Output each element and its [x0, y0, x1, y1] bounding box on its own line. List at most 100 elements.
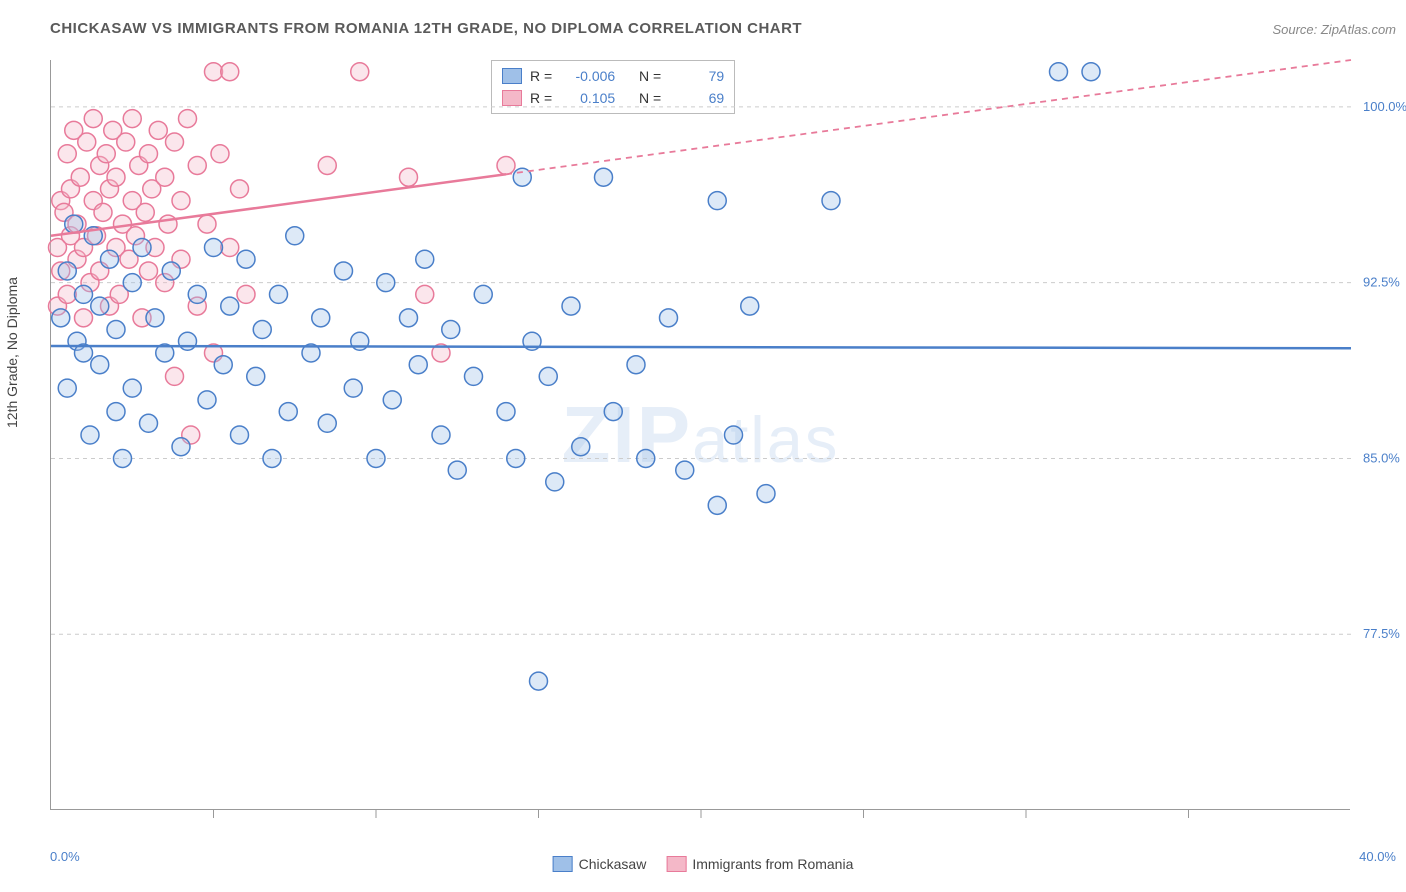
data-point	[107, 403, 125, 421]
data-point	[507, 449, 525, 467]
data-point	[123, 274, 141, 292]
data-point	[156, 168, 174, 186]
data-point	[75, 309, 93, 327]
data-point	[757, 485, 775, 503]
data-point	[237, 285, 255, 303]
data-point	[71, 168, 89, 186]
data-point	[78, 133, 96, 151]
data-point	[263, 449, 281, 467]
data-point	[270, 285, 288, 303]
data-point	[1082, 63, 1100, 81]
data-point	[604, 403, 622, 421]
data-point	[318, 156, 336, 174]
y-tick-label: 77.5%	[1363, 626, 1400, 641]
legend-swatch-romania	[666, 856, 686, 872]
data-point	[253, 321, 271, 339]
data-point	[318, 414, 336, 432]
data-point	[312, 309, 330, 327]
data-point	[166, 367, 184, 385]
data-point	[133, 239, 151, 257]
data-point	[660, 309, 678, 327]
y-axis-label: 12th Grade, No Diploma	[4, 277, 20, 428]
data-point	[58, 145, 76, 163]
data-point	[546, 473, 564, 491]
data-point	[351, 63, 369, 81]
data-point	[335, 262, 353, 280]
data-point	[637, 449, 655, 467]
data-point	[172, 438, 190, 456]
data-point	[627, 356, 645, 374]
data-point	[221, 239, 239, 257]
data-point	[162, 262, 180, 280]
data-point	[416, 285, 434, 303]
data-point	[179, 332, 197, 350]
data-point	[416, 250, 434, 268]
data-point	[107, 168, 125, 186]
data-point	[708, 496, 726, 514]
data-point	[237, 250, 255, 268]
data-point	[107, 321, 125, 339]
data-point	[211, 145, 229, 163]
data-point	[822, 192, 840, 210]
data-point	[65, 215, 83, 233]
data-point	[58, 262, 76, 280]
data-point	[140, 262, 158, 280]
data-point	[497, 403, 515, 421]
data-point	[214, 356, 232, 374]
data-point	[231, 426, 249, 444]
data-point	[84, 110, 102, 128]
data-point	[725, 426, 743, 444]
data-point	[188, 285, 206, 303]
data-point	[101, 250, 119, 268]
y-tick-label: 92.5%	[1363, 275, 1400, 290]
data-point	[123, 110, 141, 128]
legend-item-romania: Immigrants from Romania	[666, 856, 853, 872]
source-attribution: Source: ZipAtlas.com	[1272, 22, 1396, 37]
data-point	[400, 168, 418, 186]
data-point	[286, 227, 304, 245]
data-point	[474, 285, 492, 303]
data-point	[140, 414, 158, 432]
data-point	[562, 297, 580, 315]
data-point	[117, 133, 135, 151]
data-point	[231, 180, 249, 198]
data-point	[146, 309, 164, 327]
y-tick-label: 100.0%	[1363, 99, 1406, 114]
trend-line-extrapolated	[506, 60, 1351, 174]
data-point	[198, 215, 216, 233]
data-point	[383, 391, 401, 409]
trend-line	[51, 346, 1351, 348]
legend-item-chickasaw: Chickasaw	[553, 856, 647, 872]
data-point	[166, 133, 184, 151]
data-point	[221, 297, 239, 315]
data-point	[172, 192, 190, 210]
data-point	[58, 379, 76, 397]
data-point	[708, 192, 726, 210]
data-point	[205, 239, 223, 257]
data-point	[221, 63, 239, 81]
legend-series: Chickasaw Immigrants from Romania	[553, 856, 854, 872]
data-point	[741, 297, 759, 315]
data-point	[1050, 63, 1068, 81]
data-point	[432, 426, 450, 444]
data-point	[377, 274, 395, 292]
y-tick-label: 85.0%	[1363, 450, 1400, 465]
data-point	[676, 461, 694, 479]
x-axis-max: 40.0%	[1359, 849, 1396, 864]
data-point	[81, 426, 99, 444]
data-point	[198, 391, 216, 409]
data-point	[595, 168, 613, 186]
plot-area: ZIPatlas R = -0.006 N = 79 R = 0.105 N =…	[50, 60, 1350, 810]
data-point	[530, 672, 548, 690]
data-point	[205, 63, 223, 81]
legend-swatch-chickasaw	[553, 856, 573, 872]
data-point	[409, 356, 427, 374]
data-point	[91, 297, 109, 315]
x-axis-min: 0.0%	[50, 849, 80, 864]
data-point	[52, 309, 70, 327]
data-point	[448, 461, 466, 479]
data-point	[91, 356, 109, 374]
data-point	[442, 321, 460, 339]
data-point	[149, 121, 167, 139]
data-point	[572, 438, 590, 456]
